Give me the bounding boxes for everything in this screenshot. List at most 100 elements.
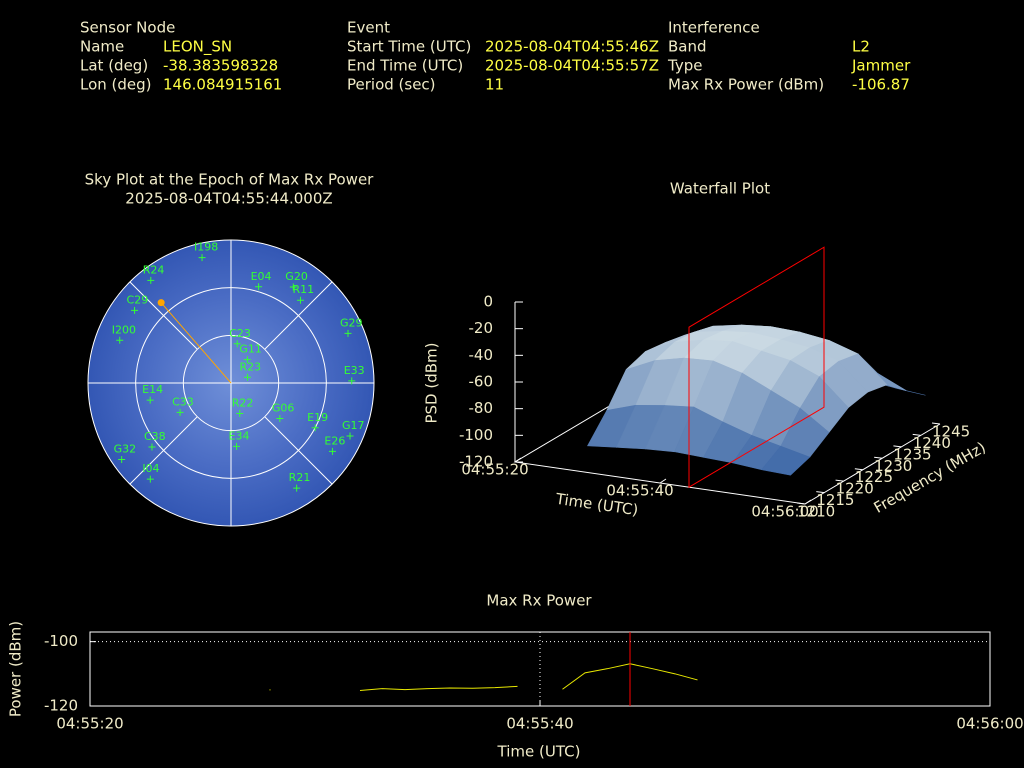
satellite-marker — [146, 475, 154, 483]
y-tick-label: 1225 — [855, 468, 893, 486]
satellite-label: I200 — [112, 323, 136, 336]
satellite-marker — [233, 340, 241, 348]
elevation-ring — [135, 287, 327, 479]
y-tick-label: -120 — [44, 697, 78, 715]
satellite-label: E14 — [142, 383, 163, 396]
satellite-label: G32 — [114, 443, 137, 456]
z-tick-label: -60 — [469, 373, 494, 391]
x-tick-label: 04:55:40 — [606, 482, 673, 500]
y-tick-label: 1220 — [836, 480, 874, 498]
chart-title: Sky Plot at the Epoch of Max Rx Power — [85, 171, 375, 189]
satellite-marker — [346, 432, 354, 440]
satellite-label: E26 — [324, 434, 345, 447]
satellite-label: G06 — [272, 401, 295, 414]
jammer-point — [157, 299, 165, 307]
z-tick-label: -20 — [469, 319, 494, 337]
satellite-marker — [233, 442, 241, 450]
satellite-label: R22 — [232, 397, 254, 410]
section-title: Interference — [668, 19, 760, 37]
satellite-label: R24 — [143, 263, 165, 276]
y-tick-label: 1245 — [932, 423, 970, 441]
jammer-direction — [160, 302, 232, 384]
satellite-label: G17 — [342, 419, 365, 432]
satellite-label: I198 — [194, 241, 218, 254]
field-value: 11 — [485, 76, 504, 94]
elevation-ring — [182, 334, 280, 432]
satellite-marker — [244, 373, 252, 381]
section-title: Event — [347, 19, 390, 37]
satellite-marker — [328, 447, 336, 455]
x-tick — [659, 478, 667, 484]
y-tick — [874, 456, 883, 459]
satellite-label: E33 — [344, 364, 365, 377]
y-tick — [796, 502, 806, 505]
satellite-label: E34 — [229, 429, 250, 442]
satellite-marker — [176, 408, 184, 416]
field-value: -106.87 — [852, 76, 910, 94]
satellite-label: R23 — [240, 360, 262, 373]
z-tick-label: -120 — [459, 453, 493, 471]
satellite-label: C33 — [172, 395, 194, 408]
satellite-label: E19 — [307, 411, 328, 424]
y-tick-label: 1215 — [816, 491, 854, 509]
y-tick — [931, 422, 941, 425]
satellite-label: G20 — [285, 270, 308, 283]
satellite-marker — [243, 356, 251, 364]
satellite-label: I04 — [142, 462, 159, 475]
chart-title: Max Rx Power — [486, 592, 592, 610]
satellite-label: E04 — [251, 270, 272, 283]
y-tick — [912, 433, 921, 436]
satellite-label: G29 — [340, 316, 363, 329]
satellite-marker — [348, 377, 356, 385]
satellite-marker — [255, 283, 263, 291]
chart-subtitle: 2025-08-04T04:55:44.000Z — [125, 190, 332, 208]
x-axis-label: Time (UTC) — [497, 743, 581, 761]
field-label: Start Time (UTC) — [347, 38, 471, 56]
surface-patch — [760, 445, 811, 476]
satellite-marker — [293, 484, 301, 492]
chart-title: Waterfall Plot — [670, 180, 770, 198]
field-label: Band — [668, 38, 707, 56]
satellite-marker — [344, 329, 352, 337]
field-label: Period (sec) — [347, 76, 436, 94]
y-tick — [893, 445, 902, 448]
elevation-ring — [87, 239, 375, 527]
z-tick-label: -100 — [459, 426, 493, 444]
y-tick — [854, 468, 863, 471]
satellite-label: C23 — [229, 327, 251, 340]
x-tick-label: 04:56:00 — [751, 503, 818, 521]
z-tick-label: -40 — [469, 346, 494, 364]
satellite-marker — [276, 414, 284, 422]
satellite-marker — [146, 396, 154, 404]
satellite-marker — [131, 306, 139, 314]
satellite-marker — [236, 410, 244, 418]
satellite-marker — [289, 283, 297, 291]
satellite-label: C38 — [144, 430, 166, 443]
satellite-marker — [147, 276, 155, 284]
satellite-marker — [148, 443, 156, 451]
x-tick — [804, 499, 812, 505]
satellite-label: R21 — [289, 471, 311, 484]
y-tick-label: 1210 — [797, 503, 835, 521]
field-value: 2025-08-04T04:55:57Z — [485, 57, 659, 75]
field-value: 2025-08-04T04:55:46Z — [485, 38, 659, 56]
y-tick-label: 1240 — [913, 434, 951, 452]
section-title: Sensor Node — [80, 19, 175, 37]
x-tick — [514, 457, 522, 463]
field-label: Name — [80, 38, 124, 56]
satellite-label: G11 — [239, 343, 262, 356]
satellite-marker — [118, 456, 126, 464]
field-value: 146.084915161 — [163, 76, 282, 94]
satellite-marker — [311, 424, 319, 432]
field-label: Type — [667, 57, 702, 75]
satellite-marker — [116, 336, 124, 344]
z-tick-label: -80 — [469, 399, 494, 417]
field-label: Max Rx Power (dBm) — [668, 76, 824, 94]
y-axis-label: Power (dBm) — [7, 621, 25, 717]
x-tick-label: 04:55:20 — [461, 461, 528, 479]
satellite-label: R11 — [292, 283, 314, 296]
y-tick — [816, 491, 825, 494]
field-label: Lon (deg) — [80, 76, 152, 94]
field-value: L2 — [852, 38, 870, 56]
